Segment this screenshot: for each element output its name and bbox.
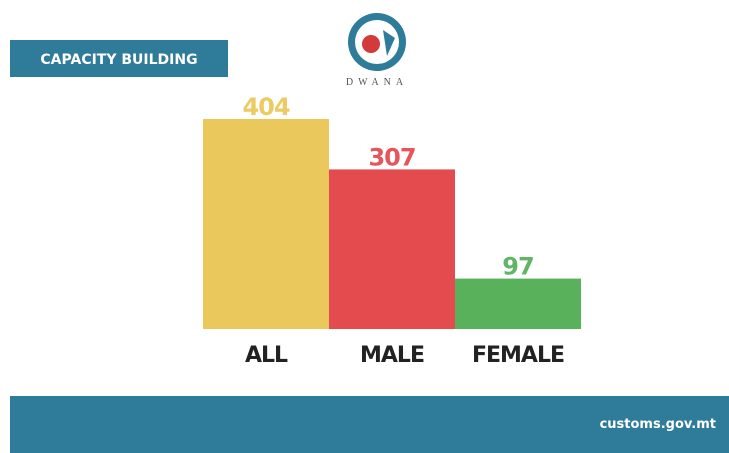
category-label: FEMALE bbox=[472, 343, 564, 368]
bar bbox=[203, 119, 329, 329]
logo-text: DWANA bbox=[346, 77, 408, 88]
value-label: 97 bbox=[502, 253, 533, 281]
value-label: 307 bbox=[368, 143, 415, 171]
footer-url: customs.gov.mt bbox=[600, 417, 716, 432]
category-label: ALL bbox=[245, 343, 288, 368]
bar bbox=[329, 169, 455, 329]
logo bbox=[348, 13, 406, 71]
logo-cross bbox=[362, 35, 380, 53]
page: CAPACITY BUILDING DWANA 404 ALL 307 MALE 97 F… bbox=[0, 0, 729, 453]
bar bbox=[455, 279, 581, 329]
header-title: CAPACITY BUILDING bbox=[40, 52, 197, 68]
category-label: MALE bbox=[360, 343, 424, 368]
value-label: 404 bbox=[242, 93, 289, 121]
